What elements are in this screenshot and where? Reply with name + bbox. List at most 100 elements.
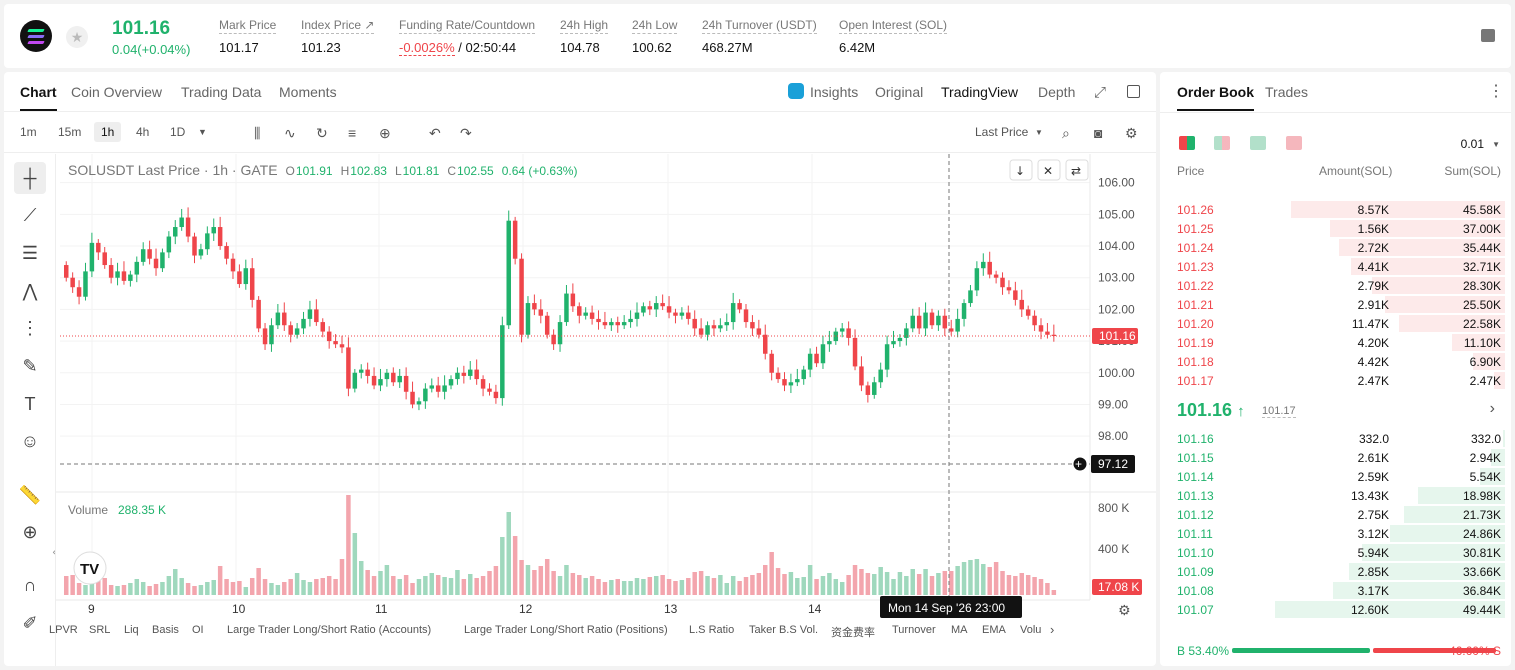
emoji-icon[interactable]: ☺ [20,431,40,451]
price-source-select[interactable]: Last Price [975,125,1029,139]
chevron-right-icon[interactable]: › [1489,400,1495,417]
bid-row[interactable]: 101.07 12.60K 49.44K [1160,600,1511,619]
tab-insights[interactable]: Insights [810,84,859,100]
zoom-in-icon[interactable]: ⊕ [22,522,38,542]
search-icon[interactable]: ⌕ [1062,125,1070,141]
indicator-large-trader-accounts[interactable]: Large Trader Long/Short Ratio (Accounts) [227,624,432,636]
volume-bar [243,587,249,595]
trendline-icon[interactable]: ⟋ [23,205,37,225]
indicator-basis[interactable]: Basis [152,624,179,636]
ask-row[interactable]: 101.18 4.42K 6.90K [1160,352,1511,371]
mid-mark-price: 101.17 [1262,405,1296,418]
timeframe-4h[interactable]: 4h [136,125,150,139]
bid-row[interactable]: 101.10 5.94K 30.81K [1160,543,1511,562]
favorite-star-icon[interactable]: ★ [66,26,88,48]
more-options-icon[interactable]: ⋮ [1488,83,1504,100]
add-alert-icon[interactable]: ⊕ [379,125,391,141]
guide-book-icon[interactable] [1481,29,1495,42]
indicator-ma[interactable]: MA [951,624,968,636]
ask-row[interactable]: 101.23 4.41K 32.71K [1160,257,1511,276]
indicators-icon[interactable]: ∿ [284,125,296,141]
precision-select[interactable]: 0.01 [1460,137,1484,151]
timeframe-15m[interactable]: 15m [58,125,82,139]
window-mode-icon[interactable] [1127,85,1140,98]
volume-bar [788,572,794,595]
price-source-dropdown-icon[interactable]: ▼ [1035,128,1043,137]
last-price: 101.16 [112,18,171,39]
bid-row[interactable]: 101.13 13.43K 18.98K [1160,486,1511,505]
indicator-lpvr[interactable]: LPVR [49,624,78,636]
candle-down [1051,324,1057,342]
indicator-ema[interactable]: EMA [982,624,1006,636]
volume-bar [1051,590,1057,595]
replay-icon[interactable]: ↻ [316,125,328,141]
volume-bar [993,562,999,595]
indicator-oi[interactable]: OI [192,624,204,636]
text-tool-icon[interactable]: T [24,394,36,414]
tab-chart[interactable]: Chart [20,84,57,111]
price-chart[interactable]: 106.00105.00104.00103.00102.00101.00100.… [4,72,1156,666]
indicator-liq[interactable]: Liq [124,624,139,636]
ask-row[interactable]: 101.24 2.72K 35.44K [1160,238,1511,257]
bid-amount: 3.12K [1357,527,1389,541]
horizontal-lines-icon[interactable]: ☰ [21,243,39,263]
pattern-icon[interactable]: ⋀ [22,281,38,301]
tab-tradingview[interactable]: TradingView [941,84,1019,100]
view-split-icon[interactable] [1214,136,1230,150]
indicator-turnover[interactable]: Turnover [892,624,936,636]
candle-up [468,361,473,380]
bid-row[interactable]: 101.12 2.75K 21.73K [1160,505,1511,524]
tab-trades[interactable]: Trades [1265,84,1309,100]
timeframe-1d[interactable]: 1D [170,125,186,139]
templates-icon[interactable]: ≡ [348,125,357,141]
timeframe-1m[interactable]: 1m [20,125,37,139]
ask-row[interactable]: 101.22 2.79K 28.30K [1160,276,1511,295]
tab-depth[interactable]: Depth [1038,84,1076,100]
expand-icon[interactable]: ⤢ [1094,84,1107,101]
pencil-icon[interactable]: ✐ [22,613,38,633]
timeframe-1h[interactable]: 1h [94,122,122,142]
precision-dropdown-icon[interactable]: ▼ [1492,140,1500,149]
ask-row[interactable]: 101.21 2.91K 25.50K [1160,295,1511,314]
indicator-ls-ratio[interactable]: L.S Ratio [689,624,735,636]
bid-row[interactable]: 101.14 2.59K 5.54K [1160,467,1511,486]
tab-moments[interactable]: Moments [279,84,337,100]
indicator-volume[interactable]: Volu [1020,624,1042,636]
indicator-funding-rate[interactable]: 资金费率 [831,627,875,639]
indicator-taker-bs-vol[interactable]: Taker B.S Vol. [749,624,819,636]
ask-row[interactable]: 101.17 2.47K 2.47K [1160,371,1511,390]
tab-coin-overview[interactable]: Coin Overview [71,84,163,100]
magnet-icon[interactable]: ∩ [23,575,37,595]
indicator-scroll-right-icon[interactable]: › [1050,622,1055,637]
view-both-icon[interactable] [1179,136,1195,150]
gear-icon[interactable]: ⚙ [1125,125,1138,141]
tab-order-book[interactable]: Order Book [1177,84,1255,111]
undo-icon[interactable]: ↶ [429,125,441,141]
ask-row[interactable]: 101.25 1.56K 37.00K [1160,219,1511,238]
bid-row[interactable]: 101.11 3.12K 24.86K [1160,524,1511,543]
tab-original[interactable]: Original [875,84,924,100]
bid-row[interactable]: 101.09 2.85K 33.66K [1160,562,1511,581]
candle-body [192,236,197,256]
candle-body [173,227,178,237]
ask-row[interactable]: 101.26 8.57K 45.58K [1160,200,1511,219]
ask-row[interactable]: 101.20 11.47K 22.58K [1160,314,1511,333]
timeframe-dropdown-icon[interactable]: ▼ [198,127,207,137]
indicator-large-trader-positions[interactable]: Large Trader Long/Short Ratio (Positions… [464,624,668,636]
bid-row[interactable]: 101.15 2.61K 2.94K [1160,448,1511,467]
candle-type-icon[interactable]: ⫼ [254,125,261,141]
ask-row[interactable]: 101.19 4.20K 11.10K [1160,333,1511,352]
view-bids-icon[interactable] [1250,136,1266,150]
fib-icon[interactable]: ⋮ [21,318,39,338]
brush-icon[interactable]: ✎ [22,356,38,376]
bid-row[interactable]: 101.16 332.0 332.0 [1160,429,1511,448]
crosshair-icon[interactable]: ┼ [14,162,46,194]
camera-icon[interactable]: ◙ [1094,125,1103,141]
candle-body [833,331,839,342]
tab-trading-data[interactable]: Trading Data [181,84,262,100]
redo-icon[interactable]: ↷ [460,125,472,141]
indicator-srl[interactable]: SRL [89,624,111,636]
ruler-icon[interactable]: 📏 [18,485,42,505]
bid-row[interactable]: 101.08 3.17K 36.84K [1160,581,1511,600]
view-asks-icon[interactable] [1286,136,1302,150]
